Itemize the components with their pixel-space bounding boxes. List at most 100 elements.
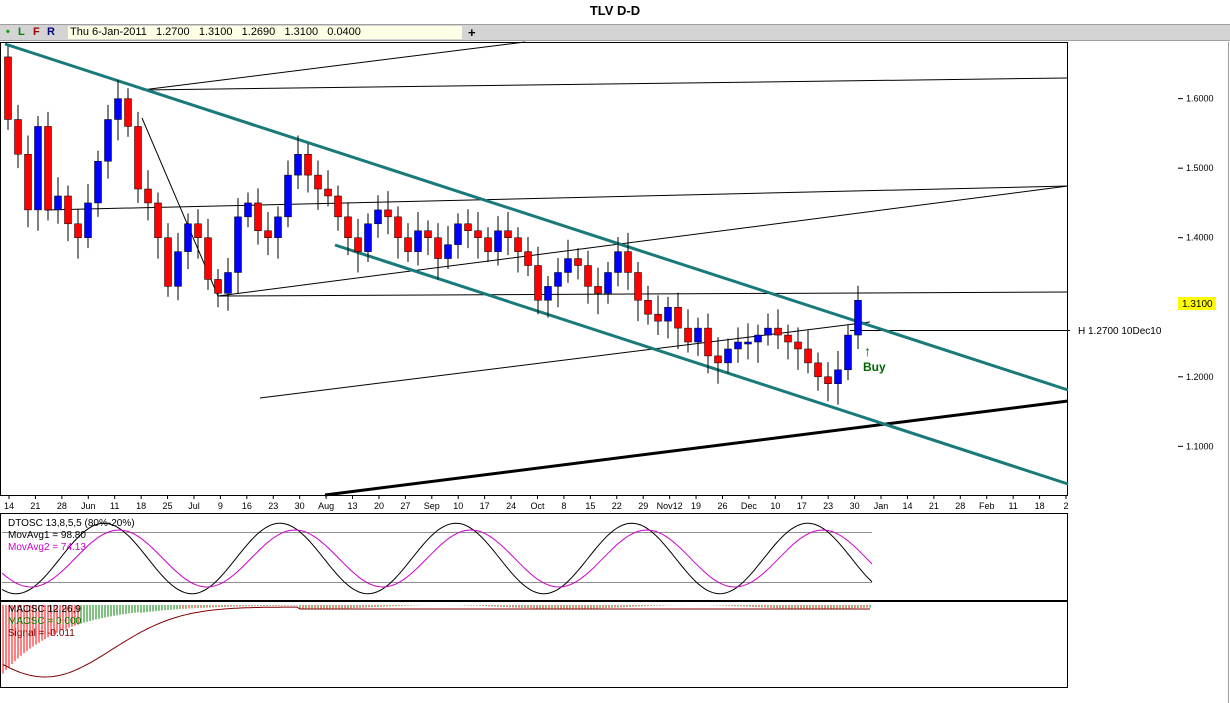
dtosc-levels bbox=[2, 532, 872, 583]
candle-body bbox=[164, 237, 172, 287]
maosc-signal-label: Signal = -0.011 bbox=[8, 628, 75, 639]
dtosc-ma2-label: MovAvg2 = 74.13 bbox=[8, 542, 86, 553]
long-term-trendline bbox=[324, 399, 1069, 497]
x-tick-label: 13 bbox=[348, 501, 358, 511]
chart-toolbar: • L F R Thu 6-Jan-2011 1.2700 1.3100 1.2… bbox=[0, 24, 1230, 41]
candle-body bbox=[784, 334, 792, 343]
maosc-histogram bbox=[2, 605, 871, 674]
x-tick-label: 23 bbox=[823, 501, 833, 511]
dtosc-panel bbox=[0, 513, 1068, 601]
candle-body bbox=[4, 56, 12, 120]
candle-body bbox=[144, 188, 152, 204]
x-tick-label: 10 bbox=[453, 501, 463, 511]
candle-body bbox=[604, 272, 612, 294]
x-tick-label: 26 bbox=[717, 501, 727, 511]
x-tick-label: 24 bbox=[506, 501, 516, 511]
candle-body bbox=[364, 223, 372, 252]
candle-body bbox=[354, 237, 362, 252]
x-tick-label: 27 bbox=[400, 501, 410, 511]
x-tick-label: Feb bbox=[979, 501, 995, 511]
candle-body bbox=[254, 202, 262, 232]
candle-body bbox=[804, 348, 812, 364]
candle-body bbox=[284, 174, 292, 218]
y-tick-label: 1.1000 bbox=[1186, 441, 1214, 451]
x-tick-label: Nov12 bbox=[657, 501, 683, 511]
x-tick-label: 14 bbox=[4, 501, 14, 511]
x-tick-label: 23 bbox=[268, 501, 278, 511]
candle-body bbox=[404, 237, 412, 252]
x-tick-label: 30 bbox=[295, 501, 305, 511]
candle-body bbox=[684, 327, 692, 343]
y-tick-label: 1.2000 bbox=[1186, 372, 1214, 382]
candle-body bbox=[384, 209, 392, 218]
candle-body bbox=[694, 327, 702, 343]
last-price-marker bbox=[1178, 297, 1216, 310]
candle-body bbox=[374, 209, 382, 225]
pitchfork-line-3 bbox=[44, 185, 1069, 211]
candle-body bbox=[34, 126, 42, 211]
candle-body bbox=[264, 230, 272, 238]
status-dot-icon[interactable]: • bbox=[6, 26, 10, 38]
x-tick-label: 28 bbox=[955, 501, 965, 511]
dtosc-slow-line bbox=[1, 529, 873, 588]
candle-body bbox=[84, 202, 92, 238]
candle-body bbox=[314, 174, 322, 190]
candle-body bbox=[834, 369, 842, 384]
f-button[interactable]: F bbox=[33, 26, 40, 38]
channel-upper-line bbox=[4, 42, 1069, 392]
candle-body bbox=[644, 300, 652, 315]
candle-body bbox=[754, 334, 762, 343]
candle-body bbox=[414, 230, 422, 252]
crosshair-icon[interactable]: + bbox=[468, 25, 476, 40]
candle-body bbox=[304, 154, 312, 176]
candle-body bbox=[244, 202, 252, 218]
buy-arrow-icon: ↑ bbox=[864, 343, 871, 359]
candle-body bbox=[124, 98, 132, 127]
candle-body bbox=[744, 341, 752, 345]
r-button[interactable]: R bbox=[47, 26, 55, 38]
maosc-value-label: MAOSC = 0.000 bbox=[8, 616, 82, 627]
x-tick-label: 21 bbox=[30, 501, 40, 511]
down-channel bbox=[4, 42, 1069, 486]
candle-body bbox=[574, 258, 582, 266]
candle-body bbox=[854, 300, 862, 336]
candle-body bbox=[394, 216, 402, 238]
x-axis: 14 21 28 Jun 11 18 25 Jul 9 16 23 30 Aug 13 20 27 Sep 10 1… bbox=[4, 495, 1069, 511]
candle-body bbox=[214, 279, 222, 294]
x-tick-label: 2 bbox=[1063, 501, 1068, 511]
dtosc-label: DTOSC 13,8,5,5 (80%-20%) bbox=[8, 518, 135, 529]
candle-body bbox=[44, 126, 52, 211]
x-tick-label: 14 bbox=[902, 501, 912, 511]
candle-body bbox=[474, 230, 482, 238]
y-tick-label: 1.4000 bbox=[1186, 233, 1214, 243]
candle-body bbox=[844, 334, 852, 371]
candle-body bbox=[464, 223, 472, 232]
candle-body bbox=[634, 272, 642, 301]
candle-body bbox=[54, 195, 62, 211]
l-button[interactable]: L bbox=[18, 26, 25, 38]
candle-body bbox=[794, 341, 802, 350]
candle-body bbox=[424, 230, 432, 238]
candle-body bbox=[444, 244, 452, 259]
buy-label: Buy bbox=[863, 360, 886, 374]
candle-body bbox=[224, 272, 232, 294]
candle-body bbox=[274, 216, 282, 238]
pitchfork-line-1 bbox=[141, 41, 526, 91]
chart-title: TLV D-D bbox=[589, 3, 641, 18]
candle-body bbox=[814, 362, 822, 378]
candle-body bbox=[484, 237, 492, 252]
x-tick-label: 11 bbox=[1008, 501, 1017, 511]
candle-body bbox=[704, 327, 712, 357]
candle-body bbox=[494, 230, 502, 252]
x-tick-label: 11 bbox=[110, 501, 119, 511]
x-tick-label: 29 bbox=[638, 501, 648, 511]
candle-body bbox=[434, 237, 442, 259]
x-tick-label: 30 bbox=[850, 501, 860, 511]
swing-line-2 bbox=[217, 185, 1069, 297]
candle-body bbox=[74, 223, 82, 238]
x-tick-label: 28 bbox=[57, 501, 67, 511]
pitchfork bbox=[44, 41, 1070, 497]
candle-body bbox=[134, 126, 142, 190]
x-tick-label: Jun bbox=[81, 501, 96, 511]
